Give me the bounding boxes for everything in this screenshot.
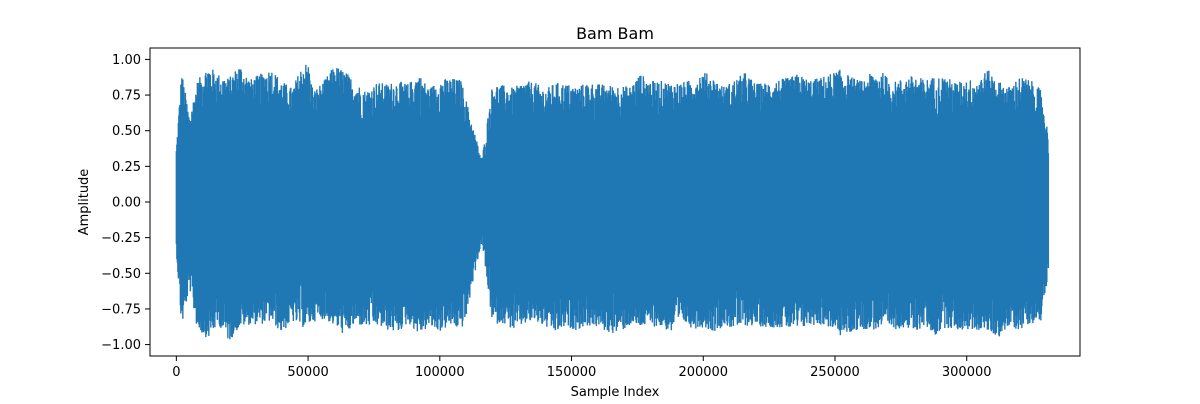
x-tick-label: 250000: [810, 365, 860, 380]
x-tick-label: 50000: [287, 365, 328, 380]
y-tick-label: −0.50: [101, 267, 141, 282]
y-tick-label: 0.00: [112, 196, 141, 211]
x-axis-label: Sample Index: [571, 385, 660, 400]
y-tick-label: 0.25: [112, 160, 141, 175]
y-tick-label: −0.25: [101, 231, 141, 246]
y-tick-label: 1.00: [112, 53, 141, 68]
y-tick-label: −0.75: [101, 302, 141, 317]
x-tick-label: 100000: [415, 365, 465, 380]
y-tick-label: 0.75: [112, 89, 141, 104]
x-tick-label: 150000: [547, 365, 597, 380]
x-tick-label: 0: [172, 365, 180, 380]
x-tick-label: 300000: [942, 365, 992, 380]
x-axis: 0 50000 100000 150000 200000 250000 300000: [172, 356, 992, 380]
plot-area: [175, 64, 1050, 340]
y-tick-label: −1.00: [101, 338, 141, 353]
y-tick-label: 0.50: [112, 124, 141, 139]
waveform-series-line: [175, 64, 1050, 340]
y-axis: 1.00 0.75 0.50 0.25 0.00 −0.25 −0.50 −0.75 −1.00: [101, 53, 150, 353]
y-axis-label: Amplitude: [77, 169, 92, 236]
x-tick-label: 200000: [678, 365, 728, 380]
chart-title: Bam Bam: [576, 24, 654, 43]
